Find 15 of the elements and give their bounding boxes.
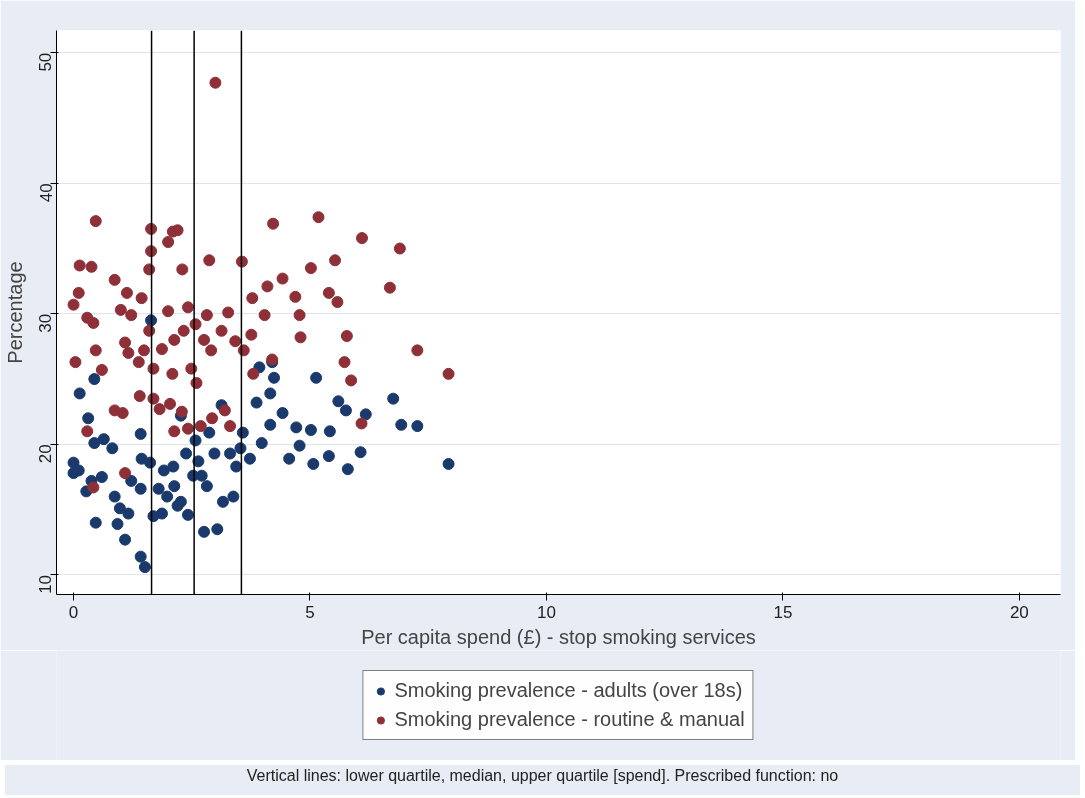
legend-label: Smoking prevalence - adults (over 18s) bbox=[394, 679, 743, 702]
x-tick-label: 10 bbox=[536, 602, 556, 622]
y-tick-label: 40 bbox=[36, 183, 56, 203]
legend-label: Smoking prevalence - routine & manual bbox=[394, 708, 745, 731]
y-tick-label: 10 bbox=[36, 574, 56, 594]
x-axis-title: Per capita spend (£) - stop smoking services bbox=[361, 625, 756, 648]
x-tick-label: 0 bbox=[68, 602, 79, 622]
x-tick-label: 5 bbox=[305, 602, 315, 622]
x-tick-label: 20 bbox=[1009, 602, 1029, 622]
text: Vertical lines: lower quartile, median, upper quartile [spend]. Prescribed function: no bbox=[246, 766, 839, 786]
x-tick-label: 15 bbox=[773, 602, 793, 622]
y-tick-label: 20 bbox=[36, 444, 56, 464]
y-axis-title: Percentage bbox=[3, 261, 26, 364]
y-tick-label: 30 bbox=[36, 313, 56, 333]
y-tick-label: 50 bbox=[36, 52, 56, 72]
